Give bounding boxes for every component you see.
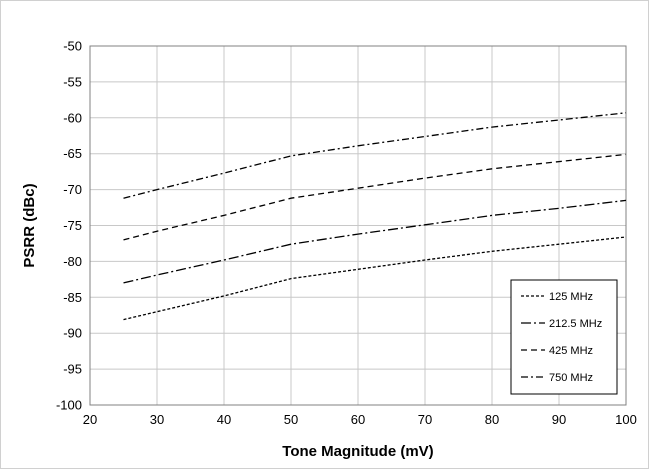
x-axis-title: Tone Magnitude (mV) (282, 443, 433, 460)
y-tick-label: -75 (63, 218, 82, 233)
y-axis-title: PSRR (dBc) (21, 183, 38, 267)
y-tick-label: -50 (63, 39, 82, 54)
y-tick-label: -90 (63, 326, 82, 341)
y-tick-label: -55 (63, 74, 82, 89)
x-tick-label: 20 (83, 412, 97, 427)
legend-label-1: 212.5 MHz (549, 318, 602, 330)
y-axis-ticks: -50 -55 -60 -65 -70 -75 -80 -85 -90 -95 -100 (56, 39, 82, 413)
y-tick-label: -100 (56, 398, 82, 413)
plot-area-border (89, 45, 627, 406)
y-tick-label: -95 (63, 362, 82, 377)
x-tick-label: 70 (418, 412, 432, 427)
series-line-0 (123, 236, 627, 321)
x-tick-label: 40 (217, 412, 231, 427)
y-tick-label: -70 (63, 182, 82, 197)
x-tick-label: 80 (485, 412, 499, 427)
x-tick-label: 90 (552, 412, 566, 427)
x-tick-label: 60 (351, 412, 365, 427)
series-line-2 (123, 153, 627, 241)
series-lines (123, 112, 627, 321)
x-tick-label: 30 (150, 412, 164, 427)
series-line-3 (123, 112, 627, 199)
series-line-1 (123, 199, 627, 284)
legend-label-2: 425 MHz (549, 345, 593, 357)
y-tick-label: -80 (63, 254, 82, 269)
x-tick-label: 100 (615, 412, 637, 427)
legend-label-0: 125 MHz (549, 291, 593, 303)
x-tick-label: 50 (284, 412, 298, 427)
x-axis-ticks: 20 30 40 50 60 70 80 90 100 (83, 412, 637, 427)
legend-box (510, 279, 618, 395)
legend: 125 MHz 212.5 MHz 425 MHz 750 MHz (510, 279, 618, 395)
y-tick-label: -85 (63, 290, 82, 305)
legend-label-3: 750 MHz (549, 372, 593, 384)
y-tick-label: -60 (63, 110, 82, 125)
y-tick-label: -65 (63, 146, 82, 161)
